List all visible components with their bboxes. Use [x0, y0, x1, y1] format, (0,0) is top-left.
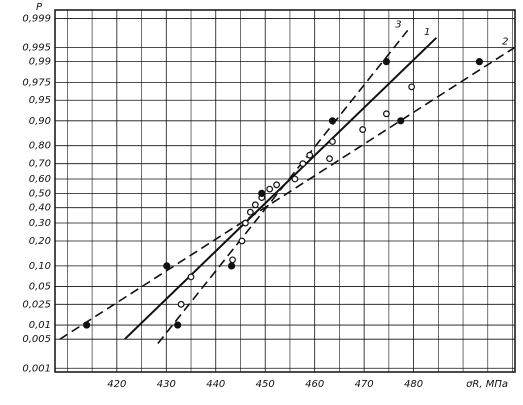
data-point [326, 155, 333, 163]
y-tick-label: 0,999 [22, 13, 51, 24]
y-tick-label: 0,975 [22, 77, 51, 88]
y-tick-label: 0,005 [22, 334, 51, 345]
bound-point [174, 321, 182, 329]
x-tick-label: 470 [355, 379, 374, 390]
x-tick-label: 480 [404, 379, 423, 390]
y-tick-label: 0,99 [29, 57, 51, 68]
x-tick-label: 460 [305, 379, 324, 390]
bound-point [258, 189, 266, 197]
y-tick-label: 0,001 [22, 363, 51, 374]
bound-point [227, 262, 236, 270]
x-tick-label: 450 [256, 379, 275, 390]
data-point [238, 237, 246, 245]
y-tick-label: 0,95 [29, 95, 51, 106]
data-point [291, 175, 299, 183]
data-point [246, 208, 254, 216]
data-point [359, 126, 367, 133]
data-point [229, 256, 236, 264]
y-tick-label: 0,995 [22, 43, 51, 54]
data-point [177, 300, 185, 308]
y-tick-label: 0,80 [29, 141, 51, 152]
data-point [187, 273, 195, 281]
y-tick-label: 0,90 [29, 116, 51, 127]
data-point [251, 201, 259, 209]
y-tick-label: 0,05 [29, 281, 51, 292]
data-point [382, 110, 390, 118]
bound-point [163, 262, 171, 270]
y-tick-label: 0,10 [29, 261, 51, 272]
y-tick-label: 0,70 [29, 159, 51, 170]
y-tick-label: 0,025 [22, 299, 51, 310]
data-point [273, 181, 280, 189]
bound-point [397, 117, 405, 125]
data-point [306, 151, 314, 159]
data-point [329, 138, 336, 145]
y-tick-label: 0,30 [29, 218, 51, 229]
line-label: 2 [502, 37, 508, 48]
y-tick-label: 0,40 [29, 203, 51, 214]
x-tick-label: 430 [157, 379, 176, 390]
fit-line [59, 46, 515, 340]
plot-frame [54, 9, 516, 373]
data-point [266, 185, 274, 193]
x-tick-label: 420 [107, 379, 126, 390]
x-tick-label: 440 [206, 379, 225, 390]
y-tick-label: 0,01 [29, 320, 51, 331]
y-tick-label: 0,60 [29, 174, 51, 185]
bound-point [382, 58, 390, 66]
line-label: 1 [424, 27, 430, 38]
y-tick-label: 0,20 [29, 236, 51, 247]
data-point [299, 160, 307, 168]
line-label: 3 [395, 19, 401, 30]
y-tick-label: 0,50 [29, 188, 51, 199]
data-point [408, 83, 416, 91]
fit-line [157, 29, 409, 344]
bound-point [83, 321, 91, 329]
bound-point [328, 117, 337, 125]
y-axis-label: P [36, 2, 43, 13]
data-point [242, 219, 249, 227]
x-axis-label: σR, МПа [466, 379, 508, 390]
bound-point [475, 58, 483, 66]
